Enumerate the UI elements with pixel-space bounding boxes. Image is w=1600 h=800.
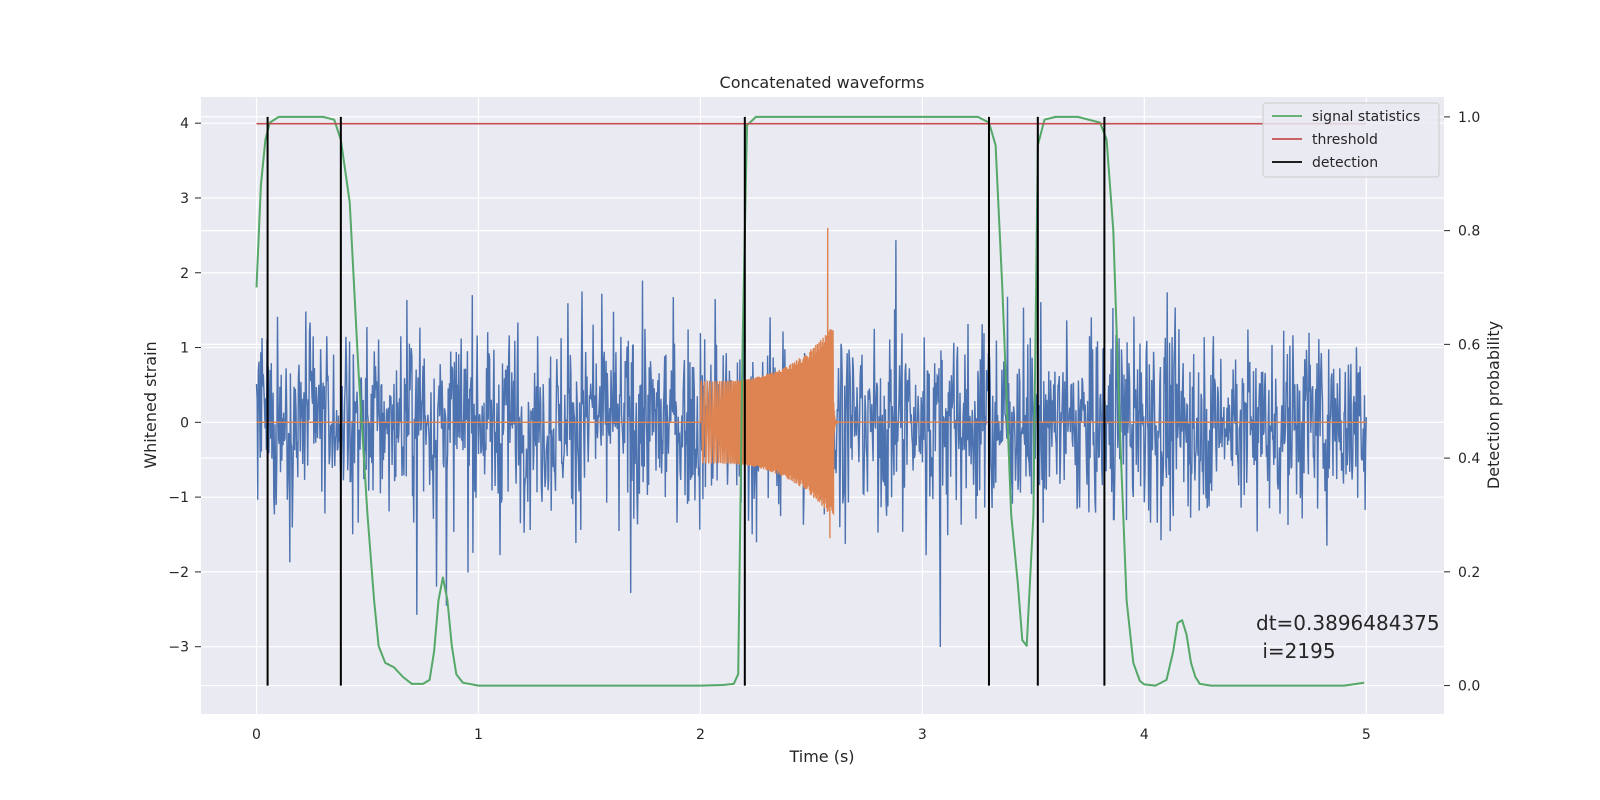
legend-box <box>1262 102 1440 178</box>
chart-title: Concatenated waveforms <box>720 73 925 92</box>
y-tick-label: 3 <box>180 191 189 207</box>
axis-ticks: 0 1 2 3 4 5 4 3 2 1 0 −1 −2 −3 1.0 0.8 0.6 0.4 0.2 0.0 <box>168 110 1480 743</box>
x-tick-label: 4 <box>1140 727 1149 743</box>
x-tick-label: 0 <box>252 727 261 743</box>
annotation-dt: dt=0.3896484375 <box>1256 611 1440 635</box>
legend-label-threshold: threshold <box>1312 132 1378 148</box>
y2-tick-label: 0.8 <box>1458 224 1480 240</box>
y2-tick-label: 0.6 <box>1458 337 1480 353</box>
y2-tick-label: 1.0 <box>1458 110 1480 126</box>
y-tick-label: 0 <box>180 415 189 431</box>
y2-tick-label: 0.0 <box>1458 679 1480 695</box>
waveform-line <box>256 227 1367 539</box>
y-tick-label: −2 <box>168 565 189 581</box>
y-tick-label: −3 <box>168 640 189 656</box>
x-axis-title: Time (s) <box>788 747 854 766</box>
injected-waveform-series <box>256 227 1367 539</box>
y-tick-label: −1 <box>168 490 189 506</box>
y2-tick-label: 0.4 <box>1458 451 1480 467</box>
y2-axis-title: Detection probability <box>1484 321 1503 489</box>
y2-tick-label: 0.2 <box>1458 565 1480 581</box>
x-tick-label: 2 <box>696 727 705 743</box>
legend-label-detection: detection <box>1312 155 1378 171</box>
detection-lines <box>266 116 1106 686</box>
annotation-index: i=2195 <box>1256 639 1336 663</box>
x-tick-label: 3 <box>918 727 927 743</box>
y-tick-label: 1 <box>180 341 189 357</box>
legend: signal statistics threshold detection <box>1262 102 1440 178</box>
legend-label-signal-statistics: signal statistics <box>1312 109 1420 125</box>
signal-statistics-line <box>255 115 1365 687</box>
y-axis-title: Whitened strain <box>141 341 160 468</box>
x-tick-label: 1 <box>474 727 483 743</box>
x-tick-label: 5 <box>1362 727 1371 743</box>
signal-statistics-series <box>255 115 1365 687</box>
y-tick-label: 2 <box>180 266 189 282</box>
y-tick-label: 4 <box>180 116 189 132</box>
